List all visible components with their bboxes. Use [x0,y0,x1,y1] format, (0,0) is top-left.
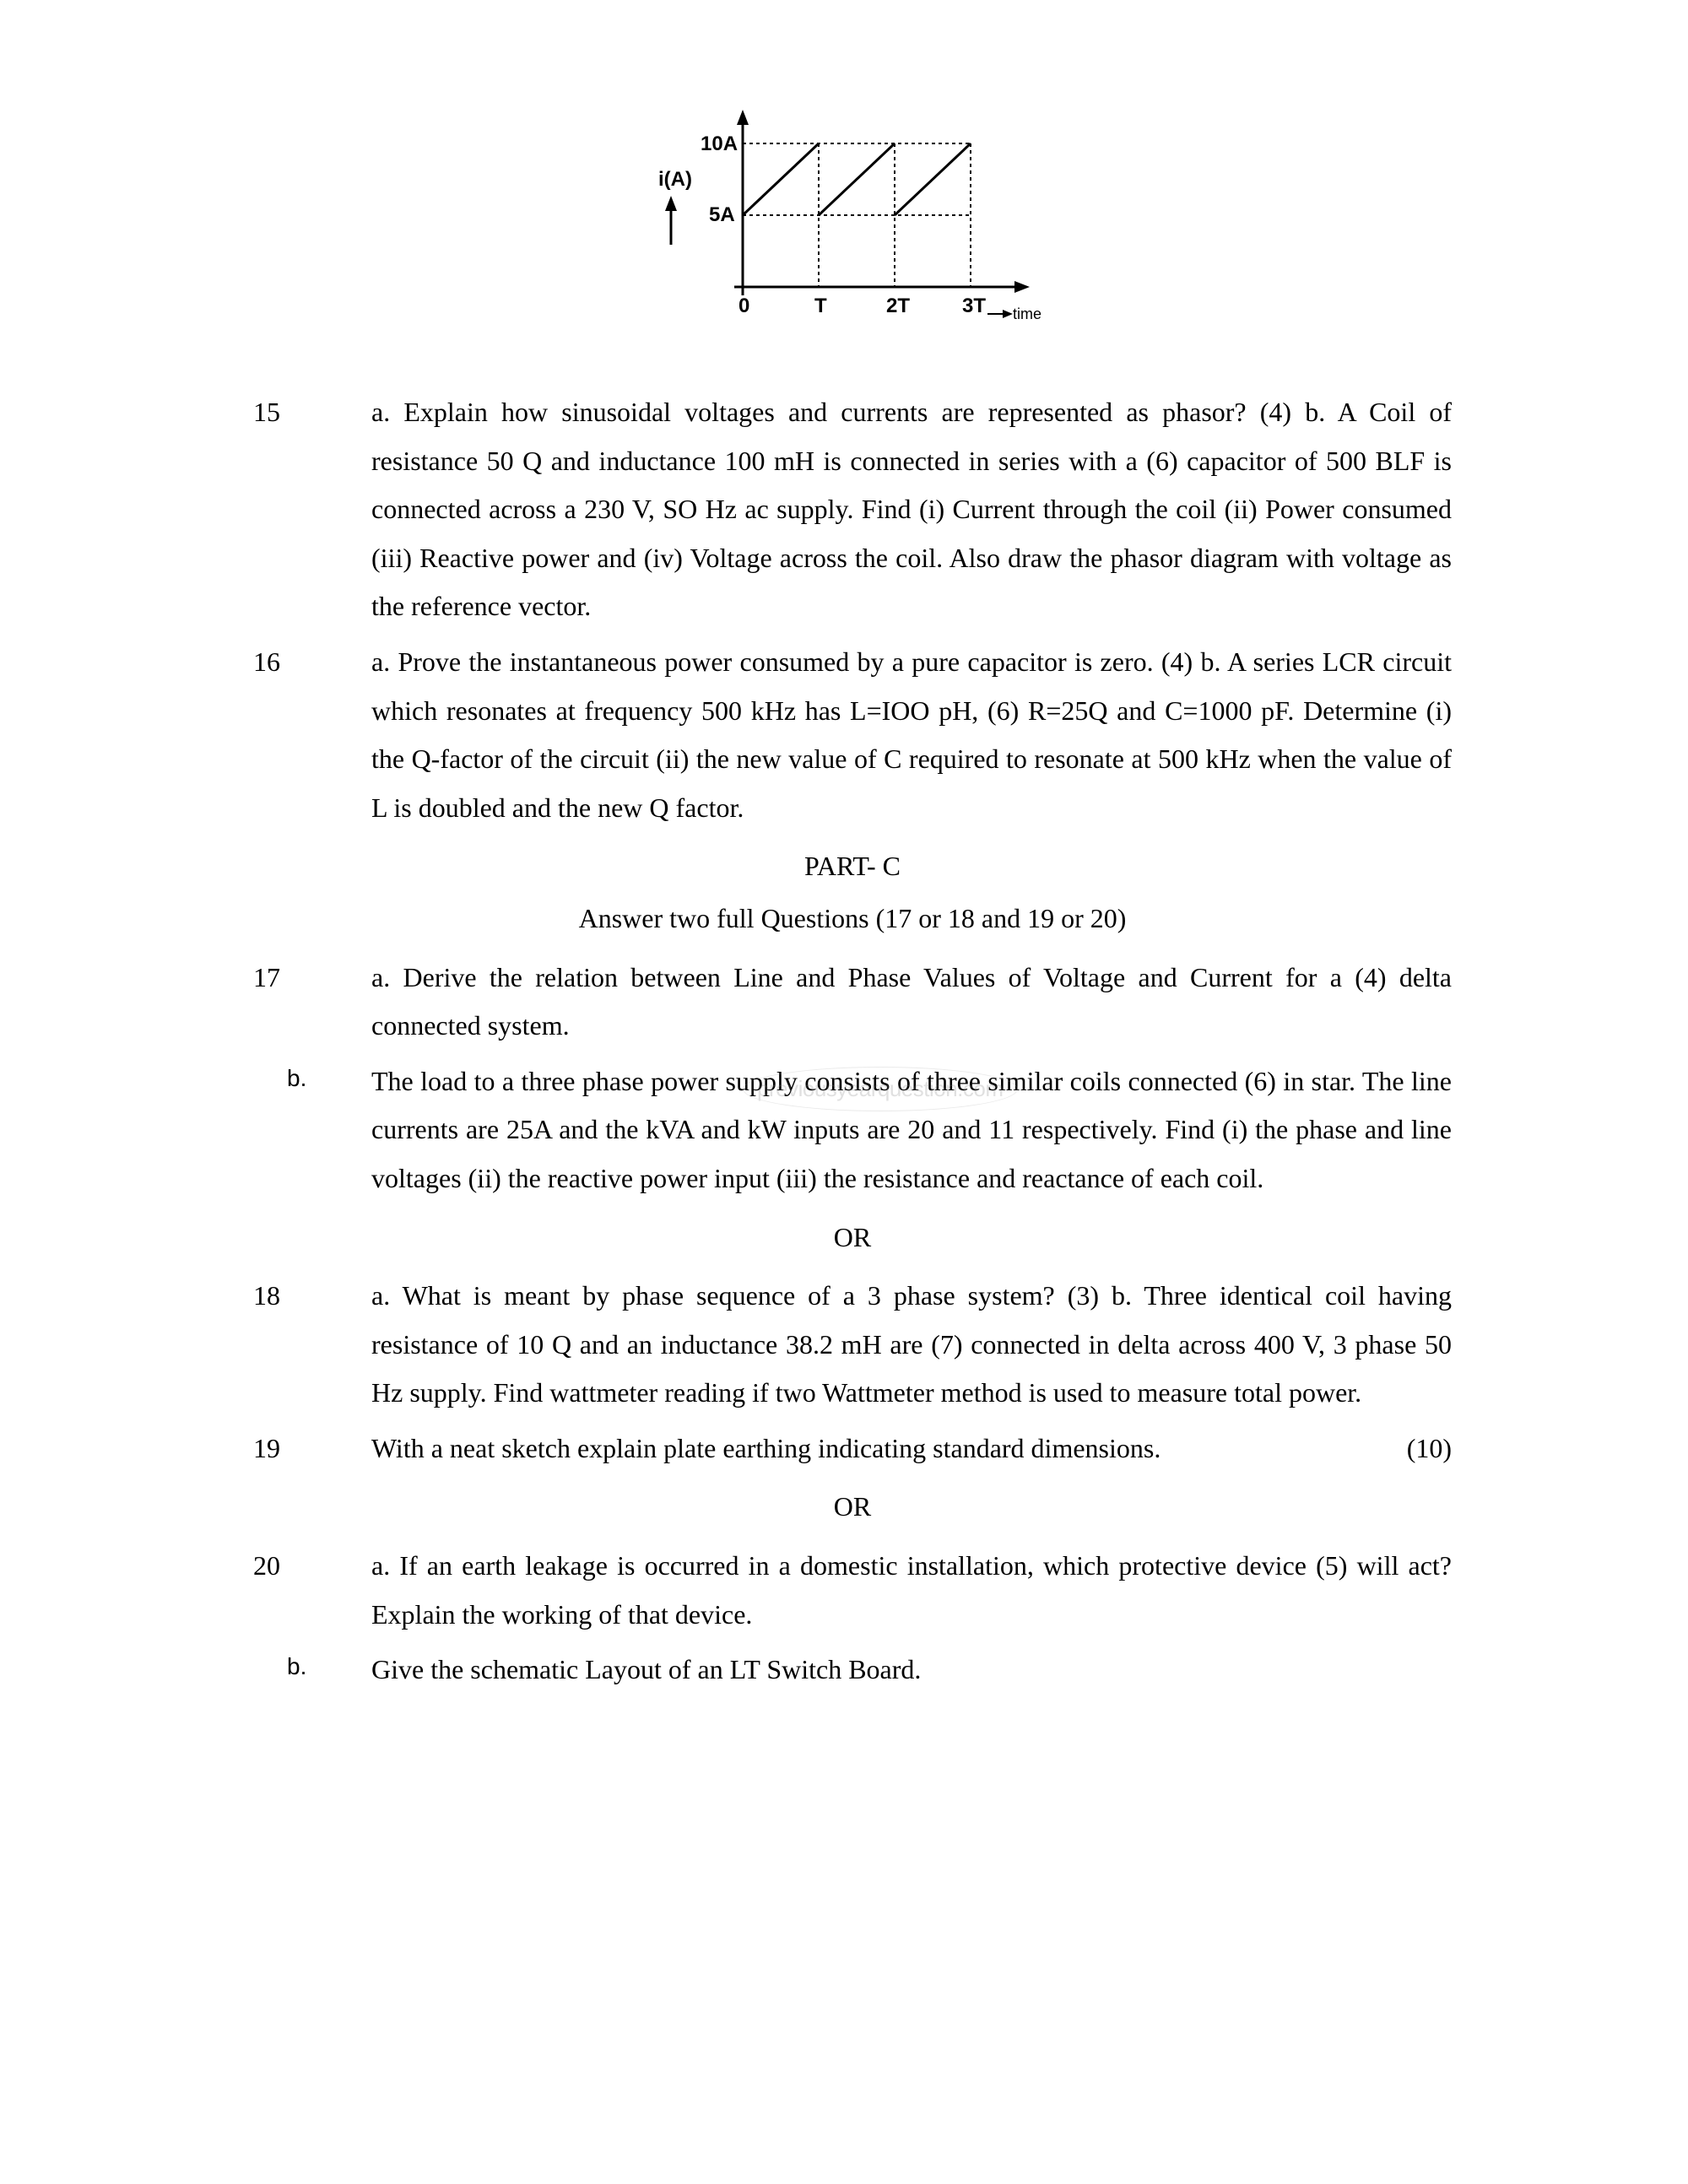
watermark-text: previousyearquestion.com [743,1067,1018,1111]
q-text: a. Prove the instantaneous power consume… [371,638,1452,832]
svg-text:3T: 3T [962,295,986,317]
svg-text:5A: 5A [709,203,735,226]
q19-main-text: With a neat sketch explain plate earthin… [371,1424,1160,1473]
q-number: 19 [253,1424,371,1473]
q19-marks: (10) [1407,1424,1452,1473]
q-text: a. Explain how sinusoidal voltages and c… [371,388,1452,631]
question-16: 16 a. Prove the instantaneous power cons… [253,638,1452,832]
or-separator: OR [253,1214,1452,1262]
svg-text:i(A): i(A) [658,168,692,191]
svg-text:0: 0 [738,295,749,317]
svg-text:10A: 10A [701,132,738,155]
q-text: With a neat sketch explain plate earthin… [371,1424,1452,1473]
svg-text:2T: 2T [886,295,910,317]
q-text: a. Derive the relation between Line and … [371,954,1452,1051]
q-text: a. If an earth leakage is occurred in a … [371,1542,1452,1639]
sub-label: b. [253,1057,371,1203]
q-number: 20 [253,1542,371,1639]
svg-text:T: T [814,295,827,317]
q-number: 17 [253,954,371,1051]
q-text: a. What is meant by phase sequence of a … [371,1272,1452,1418]
question-19: 19 With a neat sketch explain plate eart… [253,1424,1452,1473]
q-number: 18 [253,1272,371,1418]
question-18: 18 a. What is meant by phase sequence of… [253,1272,1452,1418]
svg-text:time: time [1013,305,1041,322]
sawtooth-svg: 10A 5A i(A) 0 T 2T 3T time [641,101,1063,338]
q-text: Give the schematic Layout of an LT Switc… [371,1646,1452,1695]
part-c-instruction: Answer two full Questions (17 or 18 and … [253,895,1452,943]
q-number: 15 [253,388,371,631]
or-separator: OR [253,1483,1452,1532]
question-20a: 20 a. If an earth leakage is occurred in… [253,1542,1452,1639]
sub-label: b. [253,1646,371,1695]
waveform-chart: 10A 5A i(A) 0 T 2T 3T time [253,101,1452,338]
question-15: 15 a. Explain how sinusoidal voltages an… [253,388,1452,631]
question-17a: 17 a. Derive the relation between Line a… [253,954,1452,1051]
q-number: 16 [253,638,371,832]
part-c-header: PART- C [253,842,1452,891]
question-20b: b. Give the schematic Layout of an LT Sw… [253,1646,1452,1695]
